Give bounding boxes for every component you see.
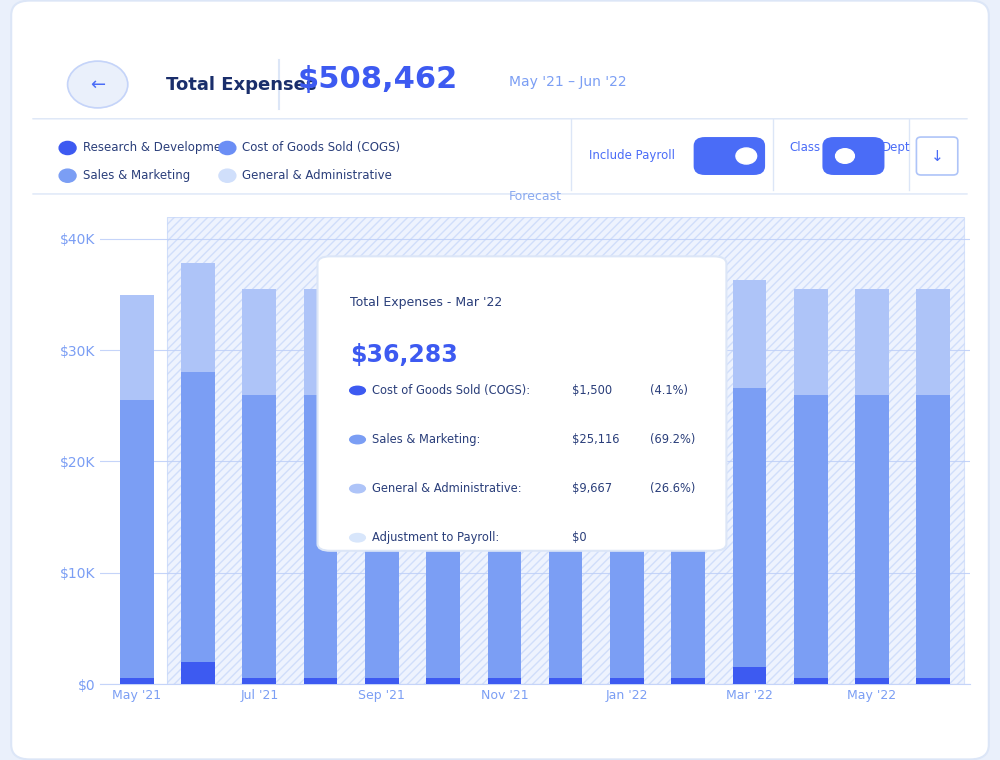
Bar [488,394,521,679]
Text: Adjustment to Payroll:: Adjustment to Payroll: [372,531,500,544]
Bar [610,679,644,684]
Text: ←: ← [90,75,105,93]
Text: $36,283: $36,283 [350,343,457,367]
Bar [855,289,889,394]
Text: (26.6%): (26.6%) [650,482,695,495]
Circle shape [219,169,236,182]
Circle shape [59,141,76,154]
Bar [242,394,276,679]
Bar [120,679,154,684]
Bar [794,289,828,394]
Bar [671,394,705,679]
Circle shape [350,435,365,444]
Bar [365,394,399,679]
Circle shape [219,141,236,154]
Text: General & Administrative:: General & Administrative: [372,482,522,495]
Circle shape [350,534,365,542]
Bar [242,289,276,394]
Bar [181,662,215,684]
Bar [304,679,337,684]
Bar [671,289,705,394]
Bar [855,679,889,684]
Text: (4.1%): (4.1%) [650,384,688,397]
Bar [181,264,215,372]
Bar [549,679,582,684]
Bar [304,289,337,394]
FancyBboxPatch shape [822,137,884,175]
Bar [365,679,399,684]
Text: Include Payroll: Include Payroll [589,149,675,162]
FancyBboxPatch shape [916,137,958,175]
Bar [181,372,215,662]
Text: $0: $0 [572,531,586,544]
Text: Research & Development: Research & Development [83,141,233,154]
Bar [916,289,950,394]
Bar [426,679,460,684]
Circle shape [836,149,854,163]
Circle shape [350,484,365,492]
FancyBboxPatch shape [318,256,726,551]
Bar [671,679,705,684]
FancyBboxPatch shape [694,137,765,175]
Text: Total Expenses: Total Expenses [166,75,317,93]
Bar [426,289,460,394]
Bar [488,679,521,684]
Bar [610,394,644,679]
Bar [426,394,460,679]
Bar [916,679,950,684]
Text: Sales & Marketing: Sales & Marketing [83,169,190,182]
Bar [733,667,766,684]
Text: Dept: Dept [882,141,910,154]
Bar [304,394,337,679]
Circle shape [736,148,757,164]
Bar [794,679,828,684]
Text: ↓: ↓ [931,148,943,163]
Text: Cost of Goods Sold (COGS):: Cost of Goods Sold (COGS): [372,384,530,397]
Text: (69.2%): (69.2%) [650,433,695,446]
Text: General & Administrative: General & Administrative [242,169,392,182]
Text: Forecast: Forecast [509,189,562,203]
Bar [610,289,644,394]
Bar [855,394,889,679]
Text: Cost of Goods Sold (COGS): Cost of Goods Sold (COGS) [242,141,401,154]
Text: $1,500: $1,500 [572,384,612,397]
Bar [120,295,154,401]
Bar [365,289,399,394]
Bar [242,679,276,684]
Text: Total Expenses - Mar '22: Total Expenses - Mar '22 [350,296,502,309]
Bar [733,280,766,388]
Text: Class: Class [790,141,821,154]
Bar [549,394,582,679]
Bar [794,394,828,679]
Circle shape [59,169,76,182]
Text: $508,462: $508,462 [298,65,458,94]
Text: Sales & Marketing:: Sales & Marketing: [372,433,481,446]
Bar [549,289,582,394]
Circle shape [68,61,128,108]
Circle shape [350,386,365,394]
Text: $9,667: $9,667 [572,482,612,495]
Bar [120,401,154,679]
Bar [733,388,766,667]
Text: May '21 – Jun '22: May '21 – Jun '22 [509,74,627,89]
Text: $25,116: $25,116 [572,433,619,446]
Bar [488,289,521,394]
Bar [916,394,950,679]
FancyBboxPatch shape [11,1,989,759]
